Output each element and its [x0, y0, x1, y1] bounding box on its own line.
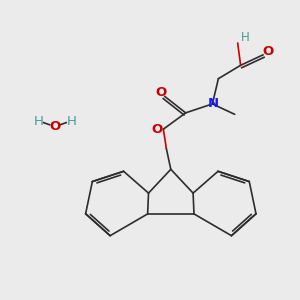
Text: H: H	[241, 31, 250, 44]
Text: O: O	[49, 120, 61, 133]
Text: H: H	[34, 115, 44, 128]
Text: N: N	[207, 97, 219, 110]
Text: O: O	[156, 85, 167, 98]
Text: H: H	[66, 115, 76, 128]
Text: O: O	[263, 45, 274, 58]
Text: O: O	[151, 123, 163, 136]
